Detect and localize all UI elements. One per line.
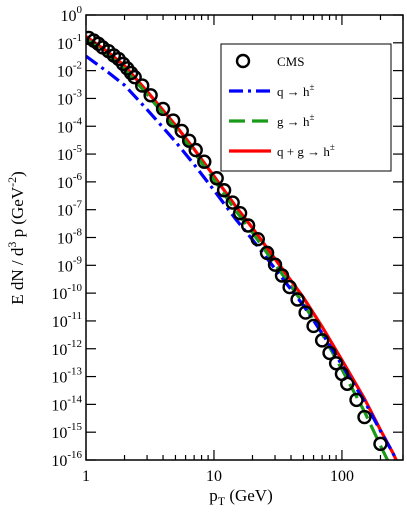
y-tick-label: 10-1	[57, 32, 82, 53]
y-tick-label: 10-13	[51, 366, 82, 387]
data-point	[165, 113, 181, 128]
y-axis-label: E dN / d3 p (GeV-2)	[5, 171, 27, 305]
y-tick-labels: 100 10-1 10-2 10-3 10-4 10-5 10-6 10-7 10-8 10-9 1…	[51, 4, 82, 470]
data-point	[267, 257, 283, 272]
legend-label: CMS	[277, 54, 304, 69]
data-point	[209, 171, 224, 186]
y-tick-label: 10-12	[51, 338, 82, 359]
data-point	[357, 409, 372, 425]
data-point	[306, 318, 321, 334]
cms-data-points	[86, 30, 388, 452]
legend-label: q + g → h±	[277, 142, 335, 159]
data-point	[181, 133, 197, 148]
data-point	[314, 333, 330, 348]
data-point	[274, 268, 290, 283]
x-tick-label: 100	[330, 468, 354, 485]
y-tick-label: 10-4	[57, 115, 83, 136]
y-tick-label: 10-3	[57, 87, 83, 108]
data-point	[298, 305, 313, 320]
data-point	[373, 436, 388, 452]
x-axis-ticks	[85, 15, 404, 460]
data-point	[197, 154, 212, 169]
y-tick-label: 10-9	[57, 254, 83, 275]
y-tick-label: 10-6	[57, 171, 83, 192]
data-point	[259, 245, 275, 261]
series-line-g	[86, 37, 390, 460]
legend: CMS q → h± g → h± q + g → h±	[220, 43, 392, 172]
y-tick-label: 10-10	[51, 282, 82, 303]
y-tick-label: 100	[61, 4, 83, 25]
data-point	[240, 218, 256, 233]
data-point	[155, 101, 171, 117]
x-tick-label: 10	[206, 468, 222, 485]
data-point	[328, 356, 344, 371]
data-point	[290, 292, 305, 307]
data-point	[340, 376, 355, 391]
y-tick-label: 10-16	[51, 449, 82, 470]
legend-label: g → h±	[277, 112, 315, 129]
data-point	[225, 195, 240, 210]
data-point	[135, 78, 150, 93]
data-point	[232, 205, 248, 221]
x-tick-labels: 1 10 100	[82, 468, 354, 485]
data-point	[216, 183, 232, 198]
y-tick-label: 10-11	[52, 310, 82, 331]
data-point	[188, 142, 203, 158]
data-point	[322, 345, 337, 361]
y-tick-label: 10-5	[57, 143, 83, 164]
data-point	[143, 88, 158, 103]
data-point	[349, 392, 364, 408]
y-tick-label: 10-2	[57, 60, 82, 81]
y-tick-label: 10-14	[51, 393, 82, 414]
data-point	[282, 279, 297, 295]
x-tick-label: 1	[82, 468, 90, 485]
x-axis-label: pT (GeV)	[209, 486, 273, 508]
legend-marker-cms	[235, 53, 251, 69]
legend-label: q → h±	[277, 82, 315, 99]
plot-frame	[85, 14, 404, 461]
data-point	[127, 69, 142, 85]
y-tick-label: 10-8	[57, 227, 83, 248]
data-point	[250, 231, 265, 247]
data-point	[174, 123, 189, 139]
y-tick-label: 10-7	[57, 199, 83, 220]
y-tick-label: 10-15	[51, 421, 82, 442]
